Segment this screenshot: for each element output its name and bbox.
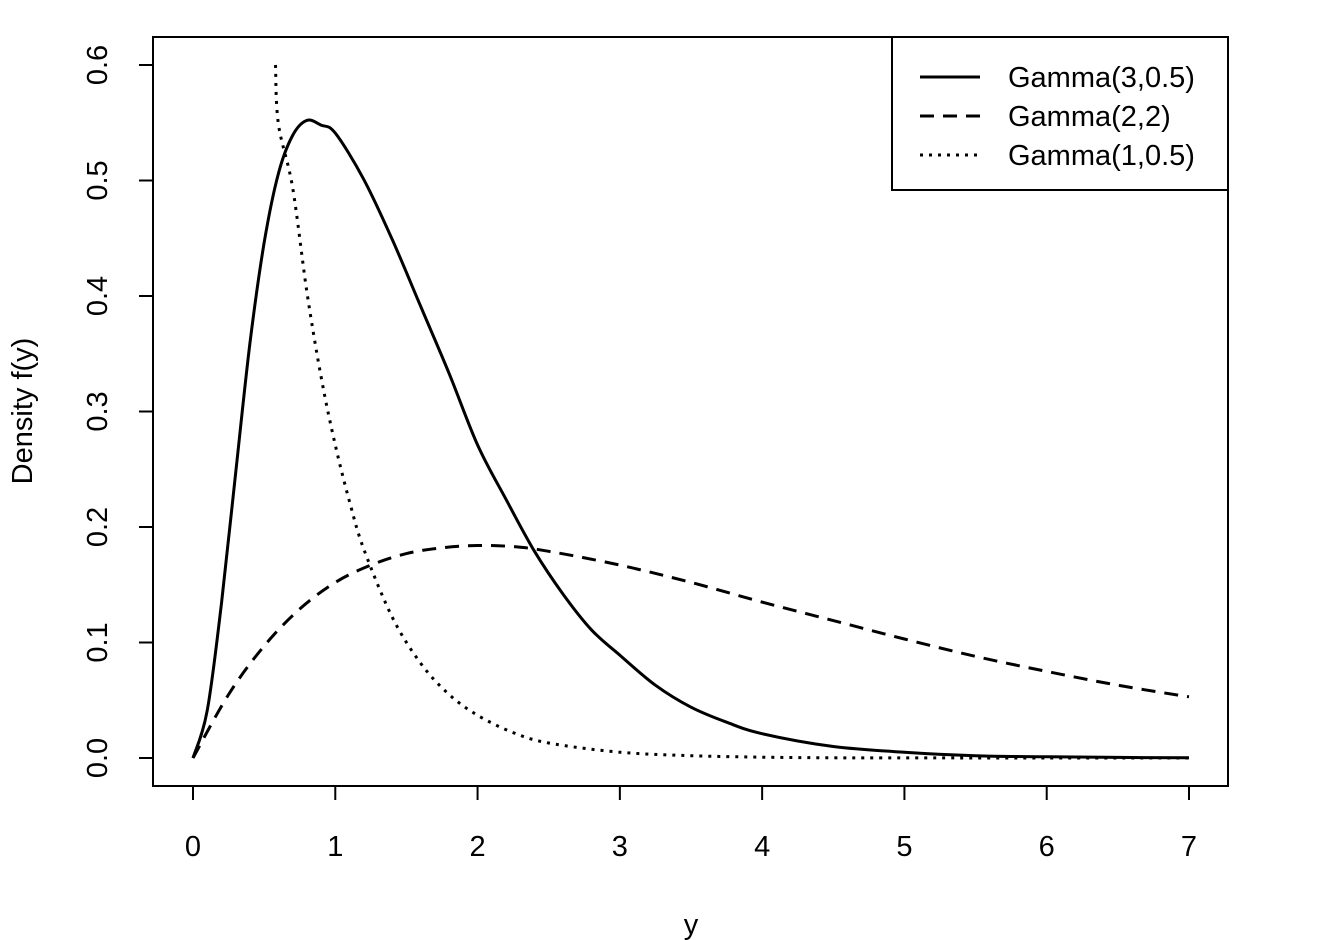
y-axis: 0.0 0.1 0.2 0.3 0.4 0.5 0.6	[82, 45, 154, 778]
y-tick-label: 0.1	[82, 622, 114, 662]
x-tick-label: 6	[1039, 831, 1055, 863]
series-line-1	[191, 118, 1190, 760]
x-tick-label: 0	[185, 831, 201, 863]
legend-box	[891, 36, 1229, 191]
y-tick-label: 0.6	[82, 45, 114, 85]
series-line-2	[191, 543, 1190, 759]
x-tick-label: 7	[1181, 831, 1197, 863]
y-tick-label: 0.2	[82, 507, 114, 547]
y-axis-label: Density f(y)	[7, 338, 39, 485]
y-tick-label: 0.4	[82, 276, 114, 316]
legend-label-gamma-1-05: Gamma(1,0.5)	[1008, 140, 1195, 172]
x-tick-label: 1	[327, 831, 343, 863]
x-tick-label: 5	[896, 831, 912, 863]
x-tick-label: 4	[754, 831, 770, 863]
y-tick-label: 0.5	[82, 160, 114, 200]
x-axis-label: y	[684, 909, 699, 940]
legend-label-gamma-3-05: Gamma(3,0.5)	[1008, 62, 1195, 94]
y-tick-label: 0.0	[82, 738, 114, 778]
x-axis: 0 1 2 3 4 5 6 7	[185, 785, 1197, 863]
x-tick-label: 3	[612, 831, 628, 863]
legend-label-gamma-2-2: Gamma(2,2)	[1008, 101, 1171, 133]
x-tick-label: 2	[470, 831, 486, 863]
series-layer	[191, 64, 1190, 760]
legend: Gamma(3,0.5) Gamma(2,2) Gamma(1,0.5)	[891, 36, 1229, 191]
y-tick-label: 0.3	[82, 391, 114, 431]
